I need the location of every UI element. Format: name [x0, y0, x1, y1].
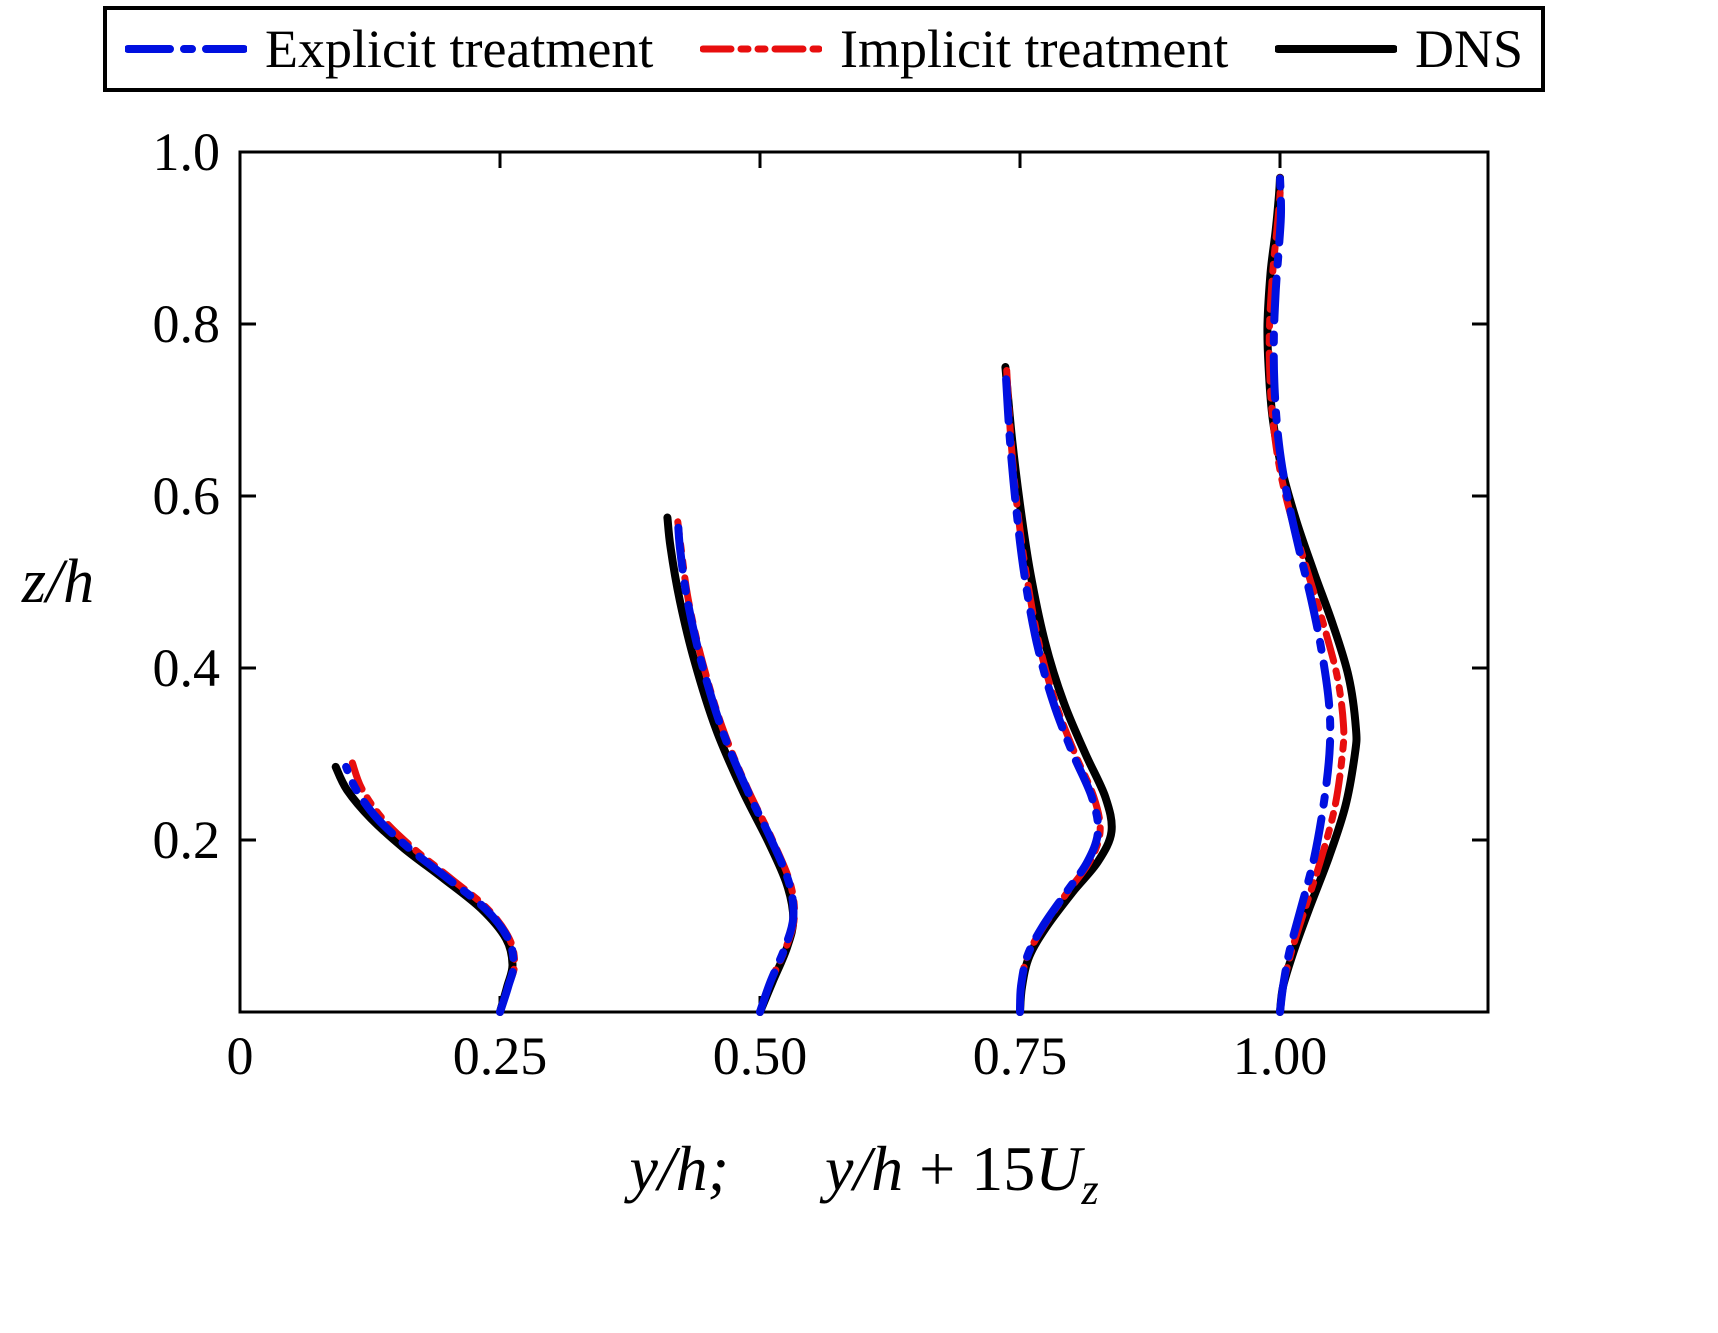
y-tick-label: 0.8 [153, 294, 221, 354]
y-axis-label: z/h [21, 548, 94, 616]
curve-implicit-treatment-profile-0 [348, 759, 519, 1016]
curve-explicit-treatment-profile-2 [1001, 363, 1103, 1016]
legend-label-explicit: Explicit treatment [265, 19, 654, 79]
curve-dns-profile-2 [1001, 363, 1116, 1016]
y-tick-label: 0.4 [153, 638, 221, 698]
dns-line-sample-icon [1274, 45, 1397, 53]
legend-entry-dns: DNS [1274, 19, 1523, 79]
curve-dns-profile-3 [1263, 173, 1361, 1016]
legend-entry-explicit: Explicit treatment [125, 22, 653, 76]
curve-explicit-treatment-profile-3 [1269, 173, 1335, 1016]
curve-implicit-treatment-profile-3 [1265, 174, 1348, 1016]
legend: Explicit treatment Implicit treatment DN… [103, 6, 1545, 92]
y-tick-label: 1.0 [153, 122, 221, 182]
curve-dns-profile-1 [663, 513, 798, 1016]
implicit-line-sample-icon [699, 45, 822, 53]
x-tick-label: 0 [227, 1026, 254, 1086]
x-tick-label: 0.25 [453, 1026, 548, 1086]
plot-frame [238, 150, 1490, 1014]
legend-label-dns: DNS [1414, 19, 1523, 79]
x-tick-label: 0.75 [973, 1026, 1068, 1086]
x-tick-label: 1.00 [1233, 1026, 1328, 1086]
x-tick-label: 0.50 [713, 1026, 808, 1086]
y-tick-label: 0.6 [153, 466, 221, 526]
curve-explicit-treatment-profile-1 [673, 513, 798, 1016]
curve-explicit-treatment-profile-0 [342, 762, 518, 1016]
legend-entry-implicit: Implicit treatment [699, 19, 1229, 79]
y-tick-label: 0.2 [153, 810, 221, 870]
legend-label-implicit: Implicit treatment [839, 19, 1229, 79]
explicit-line-sample-icon [125, 45, 247, 53]
x-axis-label: y/h; y/h + 15Uz [623, 1133, 1098, 1214]
